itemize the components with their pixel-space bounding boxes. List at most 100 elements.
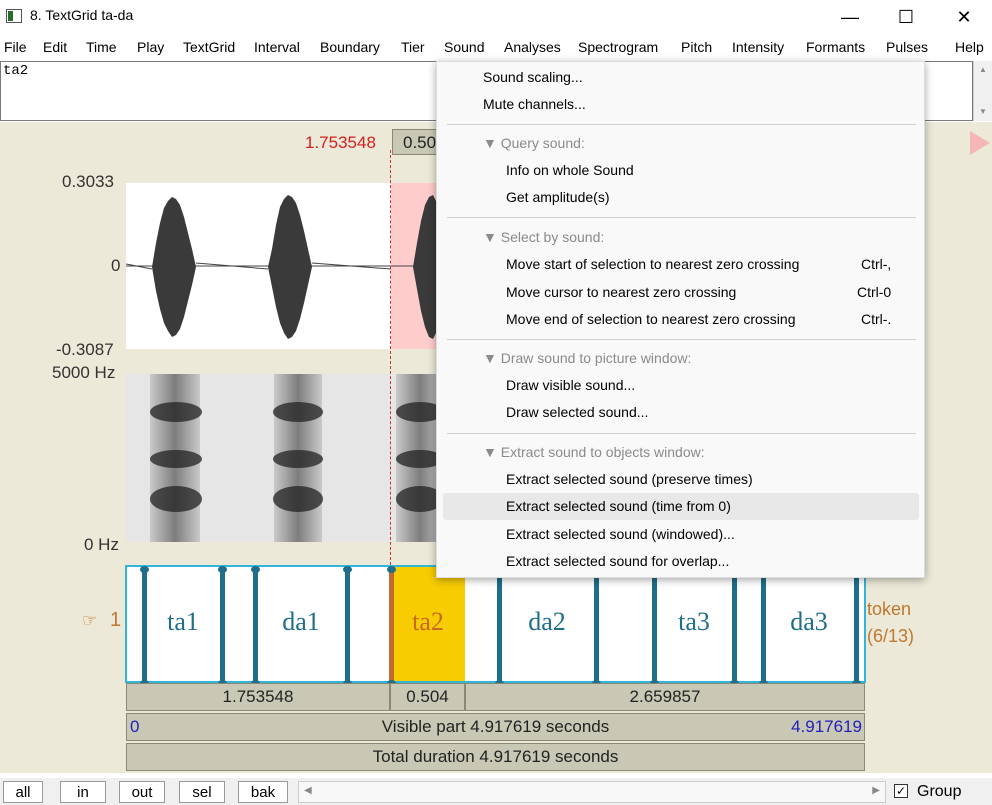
- tier-count: (6/13): [867, 626, 915, 646]
- wave-max-label: 0.3033: [62, 172, 114, 191]
- menu-sound[interactable]: Sound: [444, 39, 485, 55]
- wave-min-label: -0.3087: [56, 340, 114, 359]
- menu-separator: [447, 433, 916, 434]
- zoom-in-button[interactable]: in: [60, 781, 106, 803]
- praat-app-icon: [6, 9, 22, 23]
- menu-item-mute-channels[interactable]: Mute channels...: [483, 96, 586, 112]
- menu-separator: [447, 339, 916, 340]
- interval-label[interactable]: da3: [790, 607, 828, 636]
- sound-menu-dropdown: Sound scaling... Mute channels... ▼ Quer…: [436, 61, 925, 578]
- interval-label-selected[interactable]: ta2: [412, 607, 444, 636]
- total-duration-bar[interactable]: Total duration 4.917619 seconds: [126, 743, 865, 771]
- total-duration-label: Total duration 4.917619 seconds: [372, 747, 619, 766]
- menu-header-query-sound: ▼ Query sound:: [483, 135, 585, 151]
- menu-pitch[interactable]: Pitch: [681, 39, 713, 55]
- menu-header-select-by-sound: ▼ Select by sound:: [483, 229, 605, 245]
- zoom-selection-button[interactable]: sel: [179, 781, 225, 803]
- selection-duration-label: 0.504: [403, 133, 446, 152]
- duration-left-bar[interactable]: 1.753548: [126, 683, 390, 711]
- window-title: 8. TextGrid ta-da: [30, 7, 134, 23]
- visible-start-label: 0: [130, 717, 140, 736]
- menu-item-sound-scaling[interactable]: Sound scaling...: [483, 69, 583, 85]
- boundary[interactable]: [218, 566, 227, 687]
- menu-header-draw-sound: ▼ Draw sound to picture window:: [483, 350, 692, 366]
- duration-right-label: 2.659857: [629, 687, 701, 706]
- scroll-up-icon[interactable]: ▲: [979, 65, 987, 74]
- menu-item-extract-preserve-times[interactable]: Extract selected sound (preserve times): [506, 471, 753, 487]
- text-scrollbar[interactable]: ▲ ▼: [973, 61, 992, 121]
- menu-item-draw-selected-sound[interactable]: Draw selected sound...: [506, 404, 649, 420]
- menu-item-move-start-zero-crossing[interactable]: Move start of selection to nearest zero …: [506, 256, 892, 272]
- menu-textgrid[interactable]: TextGrid: [183, 39, 236, 55]
- boundary[interactable]: [592, 566, 601, 687]
- interval-label[interactable]: da2: [528, 607, 566, 636]
- maximize-button[interactable]: ☐: [897, 6, 915, 27]
- menu-item-extract-overlap[interactable]: Extract selected sound for overlap...: [506, 553, 730, 569]
- cursor-line: [390, 150, 391, 570]
- menu-item-draw-visible-sound[interactable]: Draw visible sound...: [506, 377, 636, 393]
- visible-part-bar[interactable]: 0 Visible part 4.917619 seconds 4.917619: [126, 713, 865, 741]
- zoom-out-button[interactable]: out: [119, 781, 165, 803]
- visible-part-label: Visible part 4.917619 seconds: [381, 717, 610, 736]
- burst-da1: [268, 195, 312, 339]
- menu-tier[interactable]: Tier: [401, 39, 425, 55]
- zoom-all-button[interactable]: all: [3, 781, 43, 803]
- horizontal-scrollbar[interactable]: ◀ ▶: [298, 781, 886, 803]
- duration-selected-label: 0.504: [406, 687, 449, 706]
- group-label: Group: [917, 783, 962, 800]
- menu-bar: [0, 35, 992, 60]
- tier-number: 1: [110, 609, 122, 631]
- menu-spectrogram[interactable]: Spectrogram: [578, 39, 659, 55]
- group-checkbox[interactable]: ✓: [894, 784, 908, 798]
- waveform-bursts: [152, 195, 440, 339]
- menu-intensity[interactable]: Intensity: [732, 39, 785, 55]
- interval-label[interactable]: ta3: [678, 607, 710, 636]
- menu-pulses[interactable]: Pulses: [886, 39, 929, 55]
- duration-left-label: 1.753548: [222, 687, 294, 706]
- interval-label[interactable]: ta1: [167, 607, 199, 636]
- boundary[interactable]: [343, 566, 352, 687]
- tier-pointer-icon: ☞: [82, 611, 98, 630]
- spectrogram-bottom-label: 0 Hz: [84, 535, 119, 554]
- duration-right-bar[interactable]: 2.659857: [465, 683, 865, 711]
- waveform: [126, 183, 864, 349]
- menu-item-get-amplitudes[interactable]: Get amplitude(s): [506, 189, 610, 205]
- menu-help[interactable]: Help: [955, 39, 984, 55]
- menu-interval[interactable]: Interval: [254, 39, 300, 55]
- menu-item-extract-time-from-zero[interactable]: Extract selected sound (time from 0): [443, 493, 919, 520]
- menu-separator: [447, 124, 916, 125]
- menu-time[interactable]: Time: [86, 39, 117, 55]
- menu-file[interactable]: File: [4, 39, 27, 55]
- spectrogram-top-label: 5000 Hz: [52, 363, 116, 382]
- cursor-time-label: 1.753548: [305, 133, 376, 152]
- menu-play[interactable]: Play: [137, 39, 165, 55]
- scroll-down-icon[interactable]: ▼: [979, 107, 987, 116]
- formant-bands: [150, 402, 444, 512]
- tier-name: token: [867, 599, 912, 619]
- visible-end-label: 4.917619: [791, 717, 862, 736]
- scroll-right-icon[interactable]: ▶: [872, 785, 880, 796]
- burst-ta1: [152, 197, 196, 337]
- menu-boundary[interactable]: Boundary: [320, 39, 380, 55]
- minimize-button[interactable]: —: [841, 6, 859, 27]
- play-triangle-icon[interactable]: [970, 131, 990, 155]
- menu-analyses[interactable]: Analyses: [504, 39, 561, 55]
- menu-item-info-whole-sound[interactable]: Info on whole Sound: [506, 162, 634, 178]
- close-button[interactable]: ✕: [956, 6, 972, 27]
- scroll-left-icon[interactable]: ◀: [304, 785, 312, 796]
- textgrid-tier[interactable]: ta1 da1 ta2 da2 ta3 da3: [125, 565, 866, 687]
- menu-header-extract-sound: ▼ Extract sound to objects window:: [483, 444, 705, 460]
- menu-formants[interactable]: Formants: [806, 39, 866, 55]
- menu-item-move-cursor-zero-crossing[interactable]: Move cursor to nearest zero crossing Ctrl…: [506, 284, 892, 300]
- duration-selected-bar[interactable]: 0.504: [390, 683, 465, 711]
- menu-edit[interactable]: Edit: [43, 39, 68, 55]
- boundary[interactable]: [852, 566, 861, 687]
- interval-label[interactable]: da1: [282, 607, 320, 636]
- burst-ta2: [413, 195, 440, 339]
- menu-item-extract-windowed[interactable]: Extract selected sound (windowed)...: [506, 526, 735, 542]
- boundary[interactable]: [730, 566, 739, 687]
- zoom-back-button[interactable]: bak: [238, 781, 288, 803]
- title-bar: 8. TextGrid ta-da — ☐ ✕: [0, 0, 992, 34]
- menu-separator: [447, 217, 916, 218]
- menu-item-move-end-zero-crossing[interactable]: Move end of selection to nearest zero cr…: [506, 311, 892, 327]
